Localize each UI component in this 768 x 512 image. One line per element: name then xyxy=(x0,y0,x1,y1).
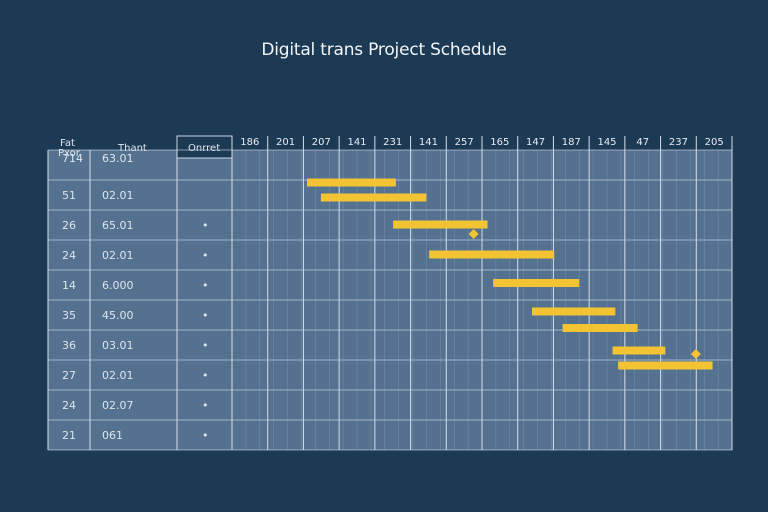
row-id: 36 xyxy=(62,339,76,352)
row-date: 03.01 xyxy=(102,339,134,352)
task-bar xyxy=(532,307,616,316)
task-bar xyxy=(307,178,396,187)
row-mark: • xyxy=(202,399,209,412)
row-mark: • xyxy=(202,219,209,232)
row-date: 061 xyxy=(102,429,123,442)
row-id: 24 xyxy=(62,249,76,262)
row-id: 714 xyxy=(62,152,83,165)
timeline-tick-label: 141 xyxy=(419,137,438,148)
timeline-tick-label: 205 xyxy=(705,137,724,148)
row-mark: • xyxy=(202,369,209,382)
timeline-tick-label: 145 xyxy=(597,137,616,148)
row-date: 45.00 xyxy=(102,309,134,322)
row-id: 24 xyxy=(62,399,76,412)
timeline-tick-label: 147 xyxy=(526,137,545,148)
task-bar xyxy=(393,220,488,229)
row-date: 02.01 xyxy=(102,369,134,382)
row-date: 65.01 xyxy=(102,219,134,232)
row-mark: • xyxy=(202,279,209,292)
task-bar xyxy=(320,193,427,202)
task-bar xyxy=(493,279,580,287)
row-id: 21 xyxy=(62,429,76,442)
row-mark: • xyxy=(202,309,209,322)
task-bar xyxy=(429,250,555,259)
timeline-tick-label: 186 xyxy=(240,137,259,148)
row-mark: • xyxy=(202,429,209,442)
row-date: 6.000 xyxy=(102,279,134,292)
timeline-tick-label: 257 xyxy=(455,137,474,148)
task-bar xyxy=(618,361,713,370)
timeline-tick-label: 237 xyxy=(669,137,688,148)
timeline-tick-label: 187 xyxy=(562,137,581,148)
task-bars xyxy=(307,178,713,370)
row-date: 02.01 xyxy=(102,249,134,262)
timeline-tick-label: 165 xyxy=(490,137,509,148)
row-date: 02.07 xyxy=(102,399,134,412)
row-date: 02.01 xyxy=(102,189,134,202)
header-col3: Onrret xyxy=(188,143,220,154)
task-bar xyxy=(612,346,666,355)
task-bar xyxy=(562,324,638,332)
milestones xyxy=(468,229,701,359)
header-col1-line1: Fat xyxy=(60,138,75,149)
row-date: 63.01 xyxy=(102,152,134,165)
row-id: 26 xyxy=(62,219,76,232)
row-id: 14 xyxy=(62,279,76,292)
timeline-tick-label: 207 xyxy=(312,137,331,148)
timeline-header: 186 201 207 141 231 141 257 165 147 187 145 47 237 20… xyxy=(240,137,723,148)
chart-title: Digital trans Project Schedule xyxy=(261,40,507,60)
row-id: 35 xyxy=(62,309,76,322)
timeline-tick-label: 201 xyxy=(276,137,295,148)
row-id: 51 xyxy=(62,189,76,202)
timeline-tick-label: 231 xyxy=(383,137,402,148)
row-mark: • xyxy=(202,249,209,262)
timeline-tick-label: 141 xyxy=(347,137,366,148)
milestone-diamond xyxy=(468,229,479,239)
row-id: 27 xyxy=(62,369,76,382)
row-mark: • xyxy=(202,339,209,352)
header-col1-line2: Pxor xyxy=(58,148,81,159)
header-col2: Thant xyxy=(117,143,147,154)
grid-layer xyxy=(47,135,733,451)
milestone-diamond xyxy=(690,349,701,359)
timeline-tick-label: 47 xyxy=(636,137,649,148)
